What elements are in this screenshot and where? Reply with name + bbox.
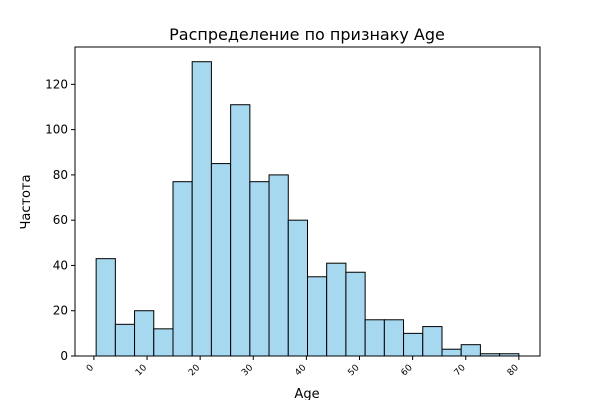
plot-frame	[74, 46, 541, 357]
x-tick-label: 40	[293, 363, 308, 378]
x-tick-label: 50	[346, 363, 361, 378]
x-axis-label: Age	[294, 387, 319, 400]
bar	[460, 344, 481, 357]
bar	[403, 332, 424, 357]
bar	[210, 163, 232, 357]
bar	[422, 326, 443, 357]
x-tick-label: 80	[506, 363, 521, 378]
bar	[441, 348, 462, 357]
y-tick-label: 0	[60, 349, 68, 363]
y-tick-label: 80	[53, 168, 68, 182]
bar	[114, 323, 136, 357]
bar	[95, 258, 116, 357]
bar	[383, 319, 405, 357]
y-tick-label: 120	[45, 77, 68, 91]
x-tick-label: 70	[453, 363, 468, 378]
x-tick-label: 20	[187, 363, 202, 378]
y-tick-label: 60	[53, 213, 68, 227]
y-tick-label: 100	[45, 123, 68, 137]
bar	[172, 181, 193, 357]
bar	[287, 219, 309, 357]
bar	[230, 104, 251, 357]
bar	[345, 271, 366, 357]
chart-title: Распределение по признаку Age	[169, 25, 445, 44]
y-tick-label: 20	[53, 304, 68, 318]
bar	[249, 181, 270, 357]
x-tick-label: 30	[240, 363, 255, 378]
x-tick-label: 10	[134, 363, 149, 378]
bar	[364, 319, 385, 357]
bar	[134, 310, 155, 357]
x-tick-label: 60	[400, 363, 415, 378]
bar	[191, 61, 212, 357]
x-tick-label: 0	[85, 363, 96, 374]
bar	[307, 276, 328, 357]
bar	[268, 174, 289, 357]
bar	[153, 328, 174, 357]
y-tick-label: 40	[53, 258, 68, 272]
bar	[326, 262, 347, 357]
y-axis-label: Частота	[19, 174, 34, 229]
